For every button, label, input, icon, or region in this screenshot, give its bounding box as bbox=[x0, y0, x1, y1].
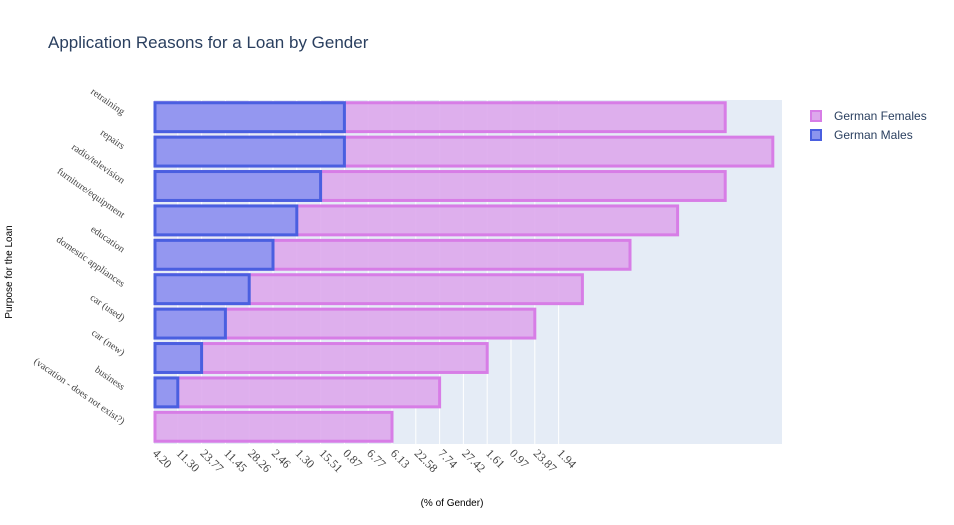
x-tick-label: 4.20 bbox=[150, 446, 175, 471]
x-tick-label: 15.51 bbox=[316, 446, 345, 475]
x-tick-label: 0.97 bbox=[507, 446, 532, 471]
bar-male-2[interactable] bbox=[153, 342, 204, 374]
y-tick-label: (vacation - does not exist?) bbox=[32, 356, 127, 427]
x-tick-label: 6.13 bbox=[388, 446, 413, 471]
bar-male-4[interactable] bbox=[153, 273, 251, 306]
legend-item-females[interactable]: German Females bbox=[808, 106, 927, 125]
bar-female-1[interactable] bbox=[153, 376, 442, 409]
x-tick-label: 1.94 bbox=[554, 446, 579, 471]
bar-male-6[interactable] bbox=[153, 204, 299, 237]
y-tick-label: retraining bbox=[88, 86, 126, 117]
bar-male-8[interactable] bbox=[153, 135, 346, 168]
x-tick-label: 23.77 bbox=[197, 446, 226, 475]
legend-label-females: German Females bbox=[834, 108, 927, 123]
x-tick-label: 11.45 bbox=[221, 446, 250, 475]
y-tick-label: education bbox=[88, 224, 126, 255]
x-axis-label: (% of Gender) bbox=[421, 498, 484, 509]
legend-swatch-females bbox=[810, 109, 822, 122]
x-tick-label: 7.74 bbox=[435, 446, 460, 471]
legend-item-males[interactable]: German Males bbox=[808, 125, 927, 144]
legend: German Females German Males bbox=[808, 106, 927, 144]
x-tick-label: 11.30 bbox=[174, 446, 203, 475]
x-tick-label: 2.46 bbox=[269, 446, 294, 471]
bar-female-0[interactable] bbox=[153, 410, 394, 443]
y-tick-labels: (vacation - does not exist?)business car … bbox=[32, 86, 127, 427]
y-tick-label: repairs bbox=[98, 127, 127, 152]
bar-male-9[interactable] bbox=[153, 101, 346, 134]
x-tick-label: 28.26 bbox=[245, 446, 274, 475]
y-tick-label: car (new) bbox=[89, 328, 126, 359]
bar-male-7[interactable] bbox=[153, 170, 323, 202]
x-tick-label: 22.58 bbox=[412, 446, 441, 475]
y-tick-label: business bbox=[93, 364, 127, 393]
y-tick-label: car (used) bbox=[88, 292, 127, 324]
x-tick-label: 23.87 bbox=[531, 446, 560, 475]
x-tick-label: 27.42 bbox=[459, 446, 488, 475]
y-axis-label: Purpose for the Loan bbox=[4, 225, 15, 318]
chart-title: Application Reasons for a Loan by Gender bbox=[48, 33, 369, 52]
series-german-males[interactable] bbox=[153, 101, 346, 409]
legend-swatch-males bbox=[810, 128, 822, 141]
legend-label-males: German Males bbox=[834, 127, 913, 142]
bar-female-2[interactable] bbox=[153, 342, 489, 374]
bar-male-1[interactable] bbox=[153, 376, 180, 409]
x-tick-label: 1.61 bbox=[483, 446, 508, 471]
bar-male-5[interactable] bbox=[153, 238, 275, 271]
x-tick-label: 6.77 bbox=[364, 446, 389, 471]
x-tick-label: 0.87 bbox=[340, 446, 365, 471]
x-tick-label: 1.30 bbox=[293, 446, 318, 471]
bar-male-3[interactable] bbox=[153, 307, 227, 340]
